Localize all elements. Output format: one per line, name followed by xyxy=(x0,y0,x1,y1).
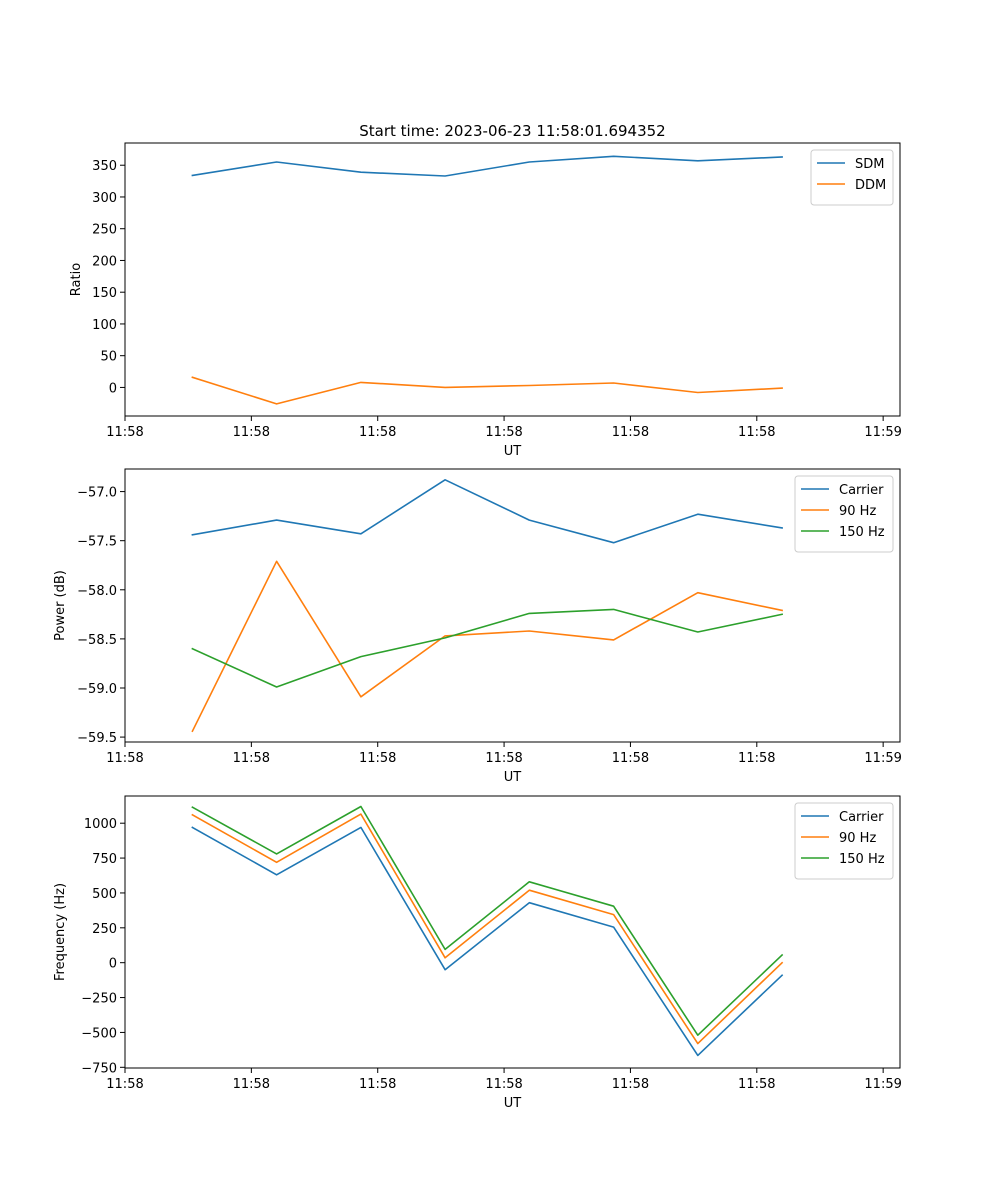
x-tick-label: 11:58 xyxy=(106,1077,143,1092)
y-tick-label: 250 xyxy=(92,223,117,238)
series-line-ddm xyxy=(191,376,783,405)
y-tick-label: −250 xyxy=(81,992,117,1007)
y-tick-label: 350 xyxy=(92,159,117,174)
y-tick-label: 300 xyxy=(92,191,117,206)
legend: Carrier 90 Hz 150 Hz xyxy=(794,802,894,880)
y-tick-label: −750 xyxy=(81,1061,117,1076)
x-tick-label: 11:58 xyxy=(359,751,396,766)
series-line-150-hz xyxy=(191,608,784,688)
legend-label: DDM xyxy=(855,178,886,193)
y-tick-label: −57.0 xyxy=(77,486,117,501)
x-axis-label: UT xyxy=(504,770,522,785)
axes-frame xyxy=(124,142,901,417)
y-tick-label: 500 xyxy=(92,887,117,902)
x-tick-label: 11:58 xyxy=(485,1077,522,1092)
chart-panel-1: 11:58 11:58 11:58 11:58 11:58 11:58 11:59 0 50 10… xyxy=(69,122,902,459)
y-tick-label: −59.0 xyxy=(77,682,117,697)
legend-box xyxy=(794,475,894,553)
y-tick-label: 200 xyxy=(92,254,117,269)
chart-panel-2: 11:58 11:58 11:58 11:58 11:58 11:58 11:59 −59.5… xyxy=(53,468,902,785)
x-tick-label: 11:58 xyxy=(106,425,143,440)
y-tick-label: 750 xyxy=(92,852,117,867)
x-axis-label: UT xyxy=(504,1096,522,1111)
y-tick-label: 250 xyxy=(92,922,117,937)
chart-title: Start time: 2023-06-23 11:58:01.694352 xyxy=(359,122,665,140)
y-tick-label: −59.5 xyxy=(77,731,117,746)
series-line-carrier xyxy=(191,826,784,1057)
y-tick-label: 0 xyxy=(109,957,117,972)
y-tick-label: −57.5 xyxy=(77,535,117,550)
x-tick-label: 11:58 xyxy=(359,425,396,440)
legend-label: SDM xyxy=(855,157,884,172)
legend-label: Carrier xyxy=(839,483,884,498)
x-tick-label: 11:58 xyxy=(612,751,649,766)
y-tick-label: −500 xyxy=(81,1026,117,1041)
y-tick-label: 150 xyxy=(92,286,117,301)
axes-frame xyxy=(124,795,901,1069)
x-tick-label: 11:59 xyxy=(864,425,901,440)
series-line-150-hz xyxy=(191,805,784,1036)
x-tick-label: 11:58 xyxy=(485,425,522,440)
x-tick-label: 11:58 xyxy=(106,751,143,766)
x-tick-label: 11:58 xyxy=(612,425,649,440)
legend-label: Carrier xyxy=(839,810,884,825)
y-tick-label: −58.5 xyxy=(77,633,117,648)
x-tick-label: 11:58 xyxy=(738,425,775,440)
legend: Carrier 90 Hz 150 Hz xyxy=(794,475,894,553)
y-tick-label: 0 xyxy=(109,381,117,396)
x-tick-label: 11:58 xyxy=(233,425,270,440)
axes-frame xyxy=(124,468,901,743)
x-tick-label: 11:58 xyxy=(612,1077,649,1092)
x-tick-label: 11:59 xyxy=(864,751,901,766)
x-tick-label: 11:58 xyxy=(233,751,270,766)
x-tick-label: 11:59 xyxy=(864,1077,901,1092)
legend-label: 90 Hz xyxy=(839,504,876,519)
x-tick-label: 11:58 xyxy=(738,751,775,766)
y-axis-label: Frequency (Hz) xyxy=(53,883,68,981)
legend-label: 90 Hz xyxy=(839,831,876,846)
series-line-carrier xyxy=(191,478,784,544)
y-axis-label: Ratio xyxy=(69,263,84,296)
legend-label: 150 Hz xyxy=(839,525,885,540)
series-line-sdm xyxy=(191,155,783,177)
y-tick-label: 100 xyxy=(92,318,117,333)
legend: SDM DDM xyxy=(810,149,894,206)
y-tick-label: 50 xyxy=(100,350,117,365)
legend-label: 150 Hz xyxy=(839,852,885,867)
y-tick-label: −58.0 xyxy=(77,584,117,599)
x-axis-label: UT xyxy=(504,444,522,459)
legend-box xyxy=(794,802,894,880)
y-axis-label: Power (dB) xyxy=(53,570,68,641)
y-tick-label: 1000 xyxy=(84,817,117,832)
x-tick-label: 11:58 xyxy=(485,751,522,766)
x-tick-label: 11:58 xyxy=(359,1077,396,1092)
series-line-90-hz xyxy=(191,560,784,733)
x-tick-label: 11:58 xyxy=(738,1077,775,1092)
chart-panel-3: 11:58 11:58 11:58 11:58 11:58 11:58 11:59 −750 −… xyxy=(53,795,902,1111)
x-tick-label: 11:58 xyxy=(233,1077,270,1092)
series-line-90-hz xyxy=(191,813,784,1045)
